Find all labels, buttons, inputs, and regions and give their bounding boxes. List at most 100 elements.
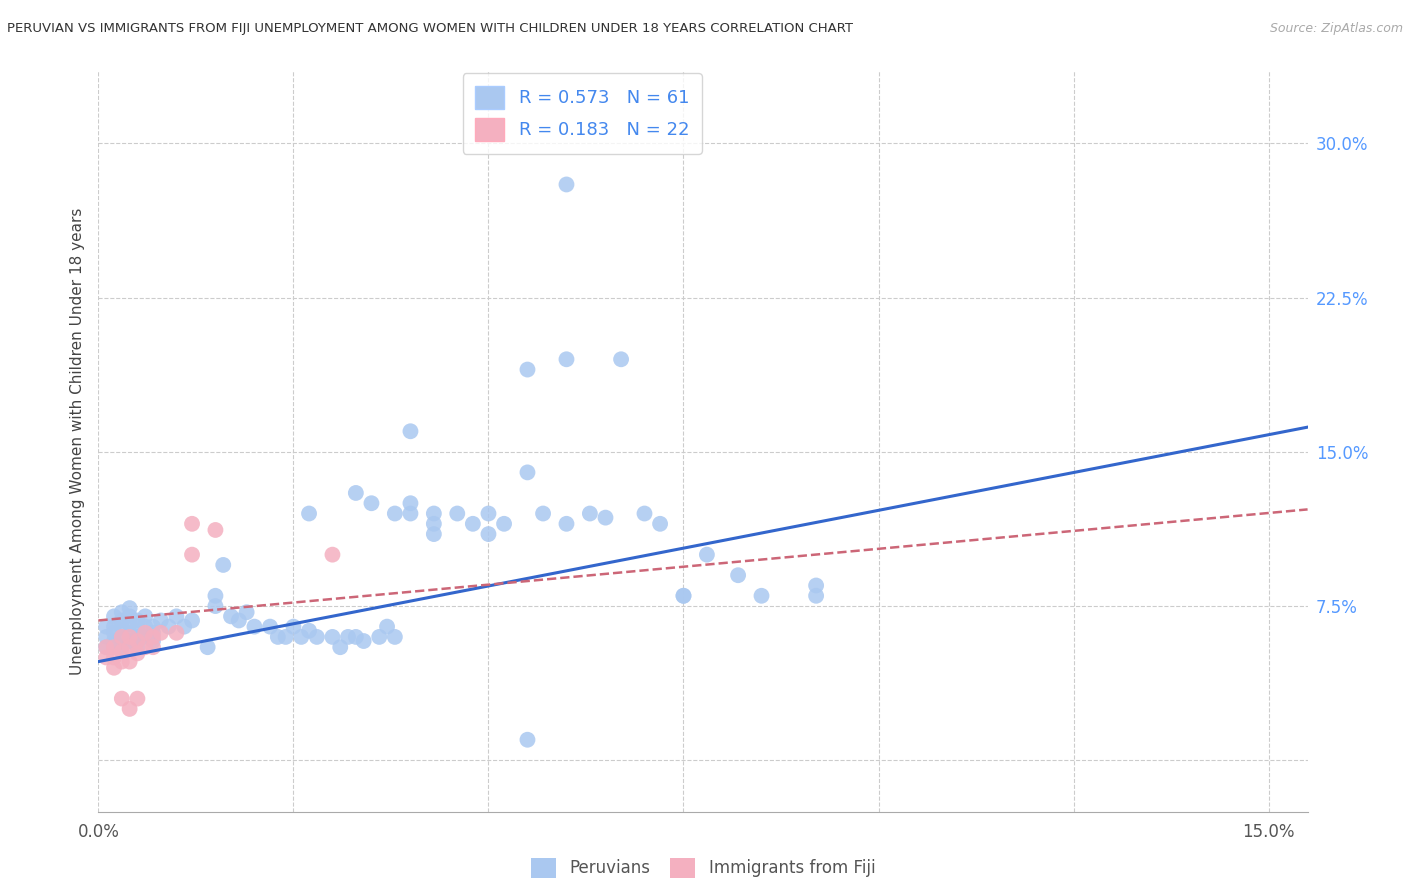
Point [134,609,156,624]
Point [118,634,141,648]
Point [142,625,165,640]
Point [127,691,149,706]
Point [103,609,125,624]
Point [103,661,125,675]
Point [111,644,134,658]
Point [283,619,305,633]
Point [204,599,226,613]
Point [142,619,165,633]
Point [96,650,118,665]
Point [579,507,602,521]
Point [305,630,328,644]
Point [516,362,538,376]
Point [384,507,406,521]
Point [696,548,718,562]
Point [595,510,617,524]
Point [96,630,118,644]
Point [181,548,204,562]
Point [212,558,235,572]
Point [321,548,343,562]
Point [111,640,134,655]
Point [423,527,446,541]
Point [111,614,134,628]
Point [235,605,257,619]
Point [142,640,165,655]
Point [384,630,406,644]
Point [267,630,290,644]
Point [118,630,141,644]
Point [375,619,398,633]
Point [399,507,422,521]
Point [181,516,204,531]
Point [461,516,484,531]
Point [134,640,156,655]
Point [368,630,391,644]
Point [672,589,695,603]
Point [274,630,297,644]
Point [344,486,367,500]
Point [111,630,134,644]
Point [353,634,375,648]
Point [477,527,499,541]
Point [243,619,266,633]
Point [103,650,125,665]
Point [127,634,149,648]
Point [118,655,141,669]
Point [118,640,141,655]
Point [259,619,281,633]
Point [142,630,165,644]
Point [337,630,360,644]
Point [298,624,321,638]
Point [118,609,141,624]
Point [173,619,195,633]
Point [111,691,134,706]
Point [103,625,125,640]
Point [111,655,134,669]
Point [423,507,446,521]
Y-axis label: Unemployment Among Women with Children Under 18 years: Unemployment Among Women with Children U… [69,208,84,675]
Point [477,507,499,521]
Point [134,619,156,633]
Point [228,614,250,628]
Point [329,640,352,655]
Point [298,507,321,521]
Point [96,619,118,633]
Point [399,424,422,438]
Point [118,617,141,632]
Point [610,352,633,367]
Point [118,601,141,615]
Point [751,589,773,603]
Point [446,507,468,521]
Point [555,516,578,531]
Point [727,568,749,582]
Point [399,496,422,510]
Point [118,702,141,716]
Point [181,614,204,628]
Point [149,625,172,640]
Point [134,625,156,640]
Point [344,630,367,644]
Legend: Peruvians, Immigrants from Fiji: Peruvians, Immigrants from Fiji [524,851,882,885]
Point [804,578,827,592]
Point [134,630,156,644]
Point [149,614,172,628]
Point [531,507,554,521]
Point [648,516,671,531]
Point [633,507,655,521]
Point [290,630,312,644]
Point [423,516,446,531]
Point [103,619,125,633]
Point [96,640,118,655]
Point [127,646,149,660]
Point [804,589,827,603]
Point [127,640,149,655]
Point [360,496,382,510]
Point [672,589,695,603]
Point [197,640,219,655]
Point [516,732,538,747]
Point [516,466,538,480]
Point [103,634,125,648]
Text: Source: ZipAtlas.com: Source: ZipAtlas.com [1270,22,1403,36]
Point [165,625,187,640]
Point [111,630,134,644]
